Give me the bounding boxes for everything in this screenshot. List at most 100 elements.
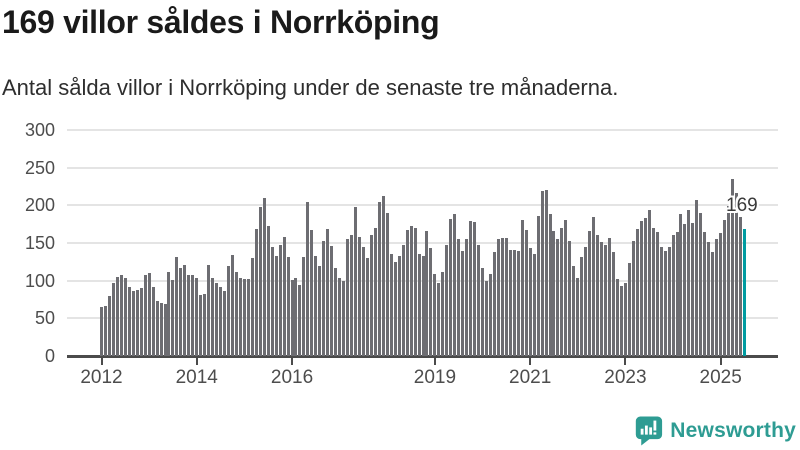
y-axis-label: 100 — [24, 270, 55, 291]
highlighted-bar — [743, 228, 746, 356]
bar — [274, 255, 278, 356]
bar — [361, 246, 365, 356]
y-axis-label: 0 — [44, 346, 55, 366]
bar — [719, 233, 723, 356]
bar — [389, 253, 393, 356]
bar — [187, 274, 191, 356]
bar — [552, 230, 556, 356]
bar — [508, 249, 512, 356]
bar — [675, 231, 679, 356]
bar — [564, 220, 568, 356]
bar — [560, 227, 564, 356]
bar — [246, 279, 250, 356]
bar — [238, 278, 242, 356]
bar — [107, 296, 111, 356]
y-axis-label: 300 — [24, 120, 55, 140]
bar — [540, 191, 544, 356]
bar — [310, 230, 314, 356]
bar — [155, 301, 159, 356]
bar — [175, 256, 179, 356]
bar — [604, 245, 608, 356]
bar — [346, 239, 350, 356]
bar — [314, 255, 318, 356]
bar — [258, 206, 262, 356]
bar — [481, 267, 485, 356]
bar — [179, 267, 183, 356]
bar — [449, 218, 453, 356]
x-axis-tick — [529, 358, 532, 365]
bar — [242, 279, 246, 356]
x-axis-tick — [291, 358, 294, 365]
bar — [457, 239, 461, 356]
y-axis-label: 200 — [24, 195, 55, 216]
bar — [409, 225, 413, 356]
bar — [230, 255, 234, 356]
chart-subtitle: Antal sålda villor i Norrköping under de… — [2, 75, 619, 100]
bar — [100, 307, 103, 356]
x-axis-label: 2025 — [699, 367, 742, 388]
bar — [548, 214, 552, 356]
newsworthy-wordmark: Newsworthy — [670, 419, 796, 442]
bar — [421, 255, 425, 356]
gridline — [67, 242, 778, 244]
bar — [290, 279, 294, 356]
bar — [512, 249, 516, 356]
bar — [731, 178, 735, 356]
bar — [282, 236, 286, 356]
bar — [223, 291, 227, 356]
bar — [528, 248, 532, 356]
bar — [608, 238, 612, 356]
bar — [576, 278, 580, 356]
bar — [123, 278, 127, 356]
bar — [322, 240, 326, 356]
x-axis-tick — [100, 358, 103, 365]
bar — [381, 196, 385, 356]
bar — [159, 303, 163, 356]
bar — [334, 267, 338, 356]
bar — [588, 230, 592, 356]
bar — [278, 244, 282, 356]
bar — [119, 274, 123, 356]
bar — [727, 206, 731, 356]
bar — [612, 252, 616, 356]
bar — [250, 258, 254, 356]
last-value-label: 169 — [726, 194, 758, 216]
bar — [707, 242, 711, 356]
bar — [683, 224, 687, 356]
bar — [643, 218, 647, 356]
bar — [354, 206, 358, 356]
bar — [318, 266, 322, 356]
x-axis-label: 2012 — [80, 367, 123, 388]
bar — [631, 240, 635, 356]
x-axis-label: 2021 — [509, 367, 552, 388]
bar — [659, 246, 663, 356]
bar — [437, 282, 441, 356]
bar — [270, 246, 274, 356]
bar — [596, 234, 600, 356]
bar — [568, 240, 572, 356]
bar — [671, 235, 675, 356]
gridline — [67, 129, 778, 131]
bar — [592, 216, 596, 356]
bar — [393, 261, 397, 356]
x-axis-label: 2023 — [604, 367, 647, 388]
bar — [477, 244, 481, 356]
bar — [453, 214, 457, 356]
bar — [695, 200, 699, 356]
x-axis-tick — [433, 358, 436, 365]
bar — [115, 276, 119, 356]
bar — [417, 253, 421, 356]
bar — [647, 209, 651, 356]
bar — [679, 214, 683, 356]
bar — [377, 201, 381, 356]
bar — [306, 201, 310, 356]
bar — [143, 275, 147, 356]
bar — [441, 271, 445, 356]
bar — [266, 226, 270, 356]
bar — [357, 236, 361, 356]
bar — [199, 294, 203, 356]
bar — [504, 237, 508, 356]
bar — [369, 235, 373, 356]
